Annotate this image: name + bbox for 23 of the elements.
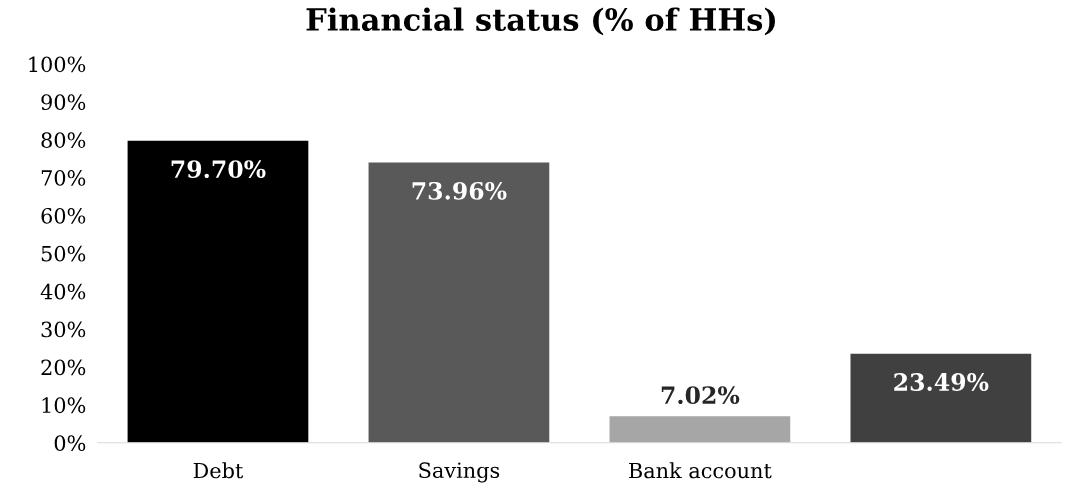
y-tick-label: 70% [41,170,86,186]
y-tick-label: 40% [40,283,86,300]
y-tick-label: 80% [41,132,86,148]
data-label: 79.70% [171,160,266,179]
y-tick-label: 50% [41,245,86,262]
x-tick-label: Bank account [629,462,772,479]
data-label: 7.02% [661,386,740,405]
bar [609,416,791,443]
bar [368,162,550,443]
y-tick-label: 10% [42,397,86,414]
data-label: 23.49% [894,373,989,391]
bar [850,353,1032,443]
x-tick-label: Debt [193,462,244,479]
y-tick-label: 0% [54,435,86,452]
x-tick-label: Savings [419,462,500,483]
y-tick-label: 20% [41,359,86,376]
bar [127,140,309,443]
data-label: 73.96% [412,181,507,200]
y-tick-label: 100% [29,56,86,73]
y-tick-label: 60% [41,207,86,224]
chart-title: Financial status (% of HHs) [306,7,775,36]
y-tick-label: 30% [41,321,86,338]
y-tick-label: 90% [41,94,86,111]
